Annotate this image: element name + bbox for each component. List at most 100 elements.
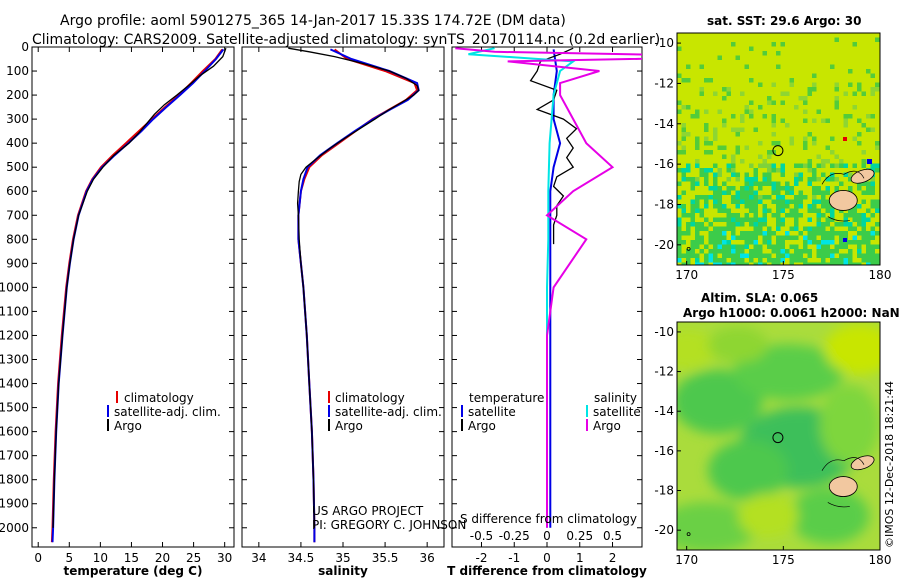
sst-cell: [771, 150, 776, 155]
y-tick-label: -10: [654, 36, 674, 50]
sst-cell: [695, 208, 700, 213]
sst-cell: [875, 262, 880, 265]
sla-map: 170 175 180 -10 -12 -14 -16 -18 -20: [654, 321, 891, 567]
sst-cell: [812, 195, 817, 200]
sst-cell: [848, 177, 853, 182]
sst-cell: [713, 258, 718, 263]
sst-cell: [717, 195, 722, 200]
sst-cell: [776, 217, 781, 222]
sst-cell: [794, 213, 799, 218]
sst-cell: [767, 244, 772, 249]
secondary-x-tick-label: -0.25: [499, 529, 530, 543]
sst-cell: [807, 262, 812, 265]
legend-s-satellite-label: satellite: [593, 405, 641, 419]
sst-cell: [717, 235, 722, 240]
sst-cell: [875, 37, 880, 42]
sst-cell: [848, 240, 853, 245]
sst-cell: [704, 217, 709, 222]
sst-cell: [798, 177, 803, 182]
sst-cell: [785, 204, 790, 209]
sst-cell: [870, 262, 875, 265]
sst-cell: [681, 177, 686, 182]
sst-cell: [843, 213, 848, 218]
sst-cell: [699, 168, 704, 173]
sst-cell: [780, 240, 785, 245]
y-tick-label: 1300: [0, 353, 29, 367]
sst-cell: [731, 172, 736, 177]
sst-cell: [749, 240, 754, 245]
sst-cell: [731, 217, 736, 222]
sst-cell: [780, 172, 785, 177]
sst-cell: [699, 262, 704, 265]
sst-cell: [690, 177, 695, 182]
sst-cell: [677, 222, 682, 227]
sst-cell: [852, 136, 857, 141]
x-tick-label: 15: [124, 551, 139, 565]
sst-cell: [677, 168, 682, 173]
sst-cell: [704, 109, 709, 114]
sst-cell: [870, 226, 875, 231]
sst-cell: [794, 258, 799, 263]
x-tick-label: 180: [869, 268, 892, 282]
sst-cell: [830, 262, 835, 265]
sst-cell: [704, 204, 709, 209]
salinity-profile-panel: 34 34.5 35 35.5 36 salinity: [241, 46, 445, 578]
sst-cell: [830, 253, 835, 258]
x-tick-label: 34: [251, 551, 266, 565]
sst-cell: [704, 244, 709, 249]
sst-cell: [870, 253, 875, 258]
legend-t-argo-label: Argo: [468, 419, 496, 433]
x-tick-label: 35.5: [372, 551, 399, 565]
x-tick-label: 5: [65, 551, 73, 565]
sst-cell: [713, 186, 718, 191]
sst-cell: [708, 168, 713, 173]
sst-cell: [758, 222, 763, 227]
sst-cell: [690, 208, 695, 213]
sst-cell: [767, 177, 772, 182]
sst-cell: [722, 118, 727, 123]
temperature-legend: climatology satellite-adj. clim. Argo: [107, 391, 221, 433]
sst-cell: [843, 217, 848, 222]
sst-cell: [690, 186, 695, 191]
legend-s-argo-label: Argo: [593, 419, 621, 433]
sst-cell: [776, 222, 781, 227]
sst-cell: [825, 159, 830, 164]
sst-cell: [780, 253, 785, 258]
sst-cell: [870, 231, 875, 236]
sst-cell: [812, 226, 817, 231]
sst-cell: [789, 208, 794, 213]
series-line-climatology: [297, 48, 419, 543]
sst-cell: [870, 73, 875, 78]
sla-blob: [733, 344, 844, 401]
sst-cell: [807, 208, 812, 213]
sst-cell: [722, 154, 727, 159]
sst-cell: [708, 231, 713, 236]
sst-cell: [695, 262, 700, 265]
sst-cell: [767, 226, 772, 231]
sst-cell: [789, 235, 794, 240]
sst-cell: [722, 181, 727, 186]
sst-cell: [821, 231, 826, 236]
sst-cell: [708, 141, 713, 146]
sst-cell: [767, 154, 772, 159]
x-tick-label: 0: [34, 551, 42, 565]
sst-cell: [848, 69, 853, 74]
sst-cell: [812, 199, 817, 204]
island-viti-levu: [828, 190, 858, 211]
sst-cell: [857, 82, 862, 87]
sst-cell: [866, 186, 871, 191]
sst-cell: [717, 186, 722, 191]
sst-cell: [839, 159, 844, 164]
sst-cell: [789, 226, 794, 231]
x-tick-label: 175: [772, 268, 795, 282]
y-tick-label: -12: [654, 76, 674, 90]
sst-cell: [852, 213, 857, 218]
sst-cell: [699, 222, 704, 227]
sst-cell: [740, 199, 745, 204]
sst-cell: [753, 244, 758, 249]
sst-cell: [731, 154, 736, 159]
sst-cell: [704, 181, 709, 186]
y-tick-label: 900: [6, 256, 29, 270]
sst-cell: [726, 244, 731, 249]
